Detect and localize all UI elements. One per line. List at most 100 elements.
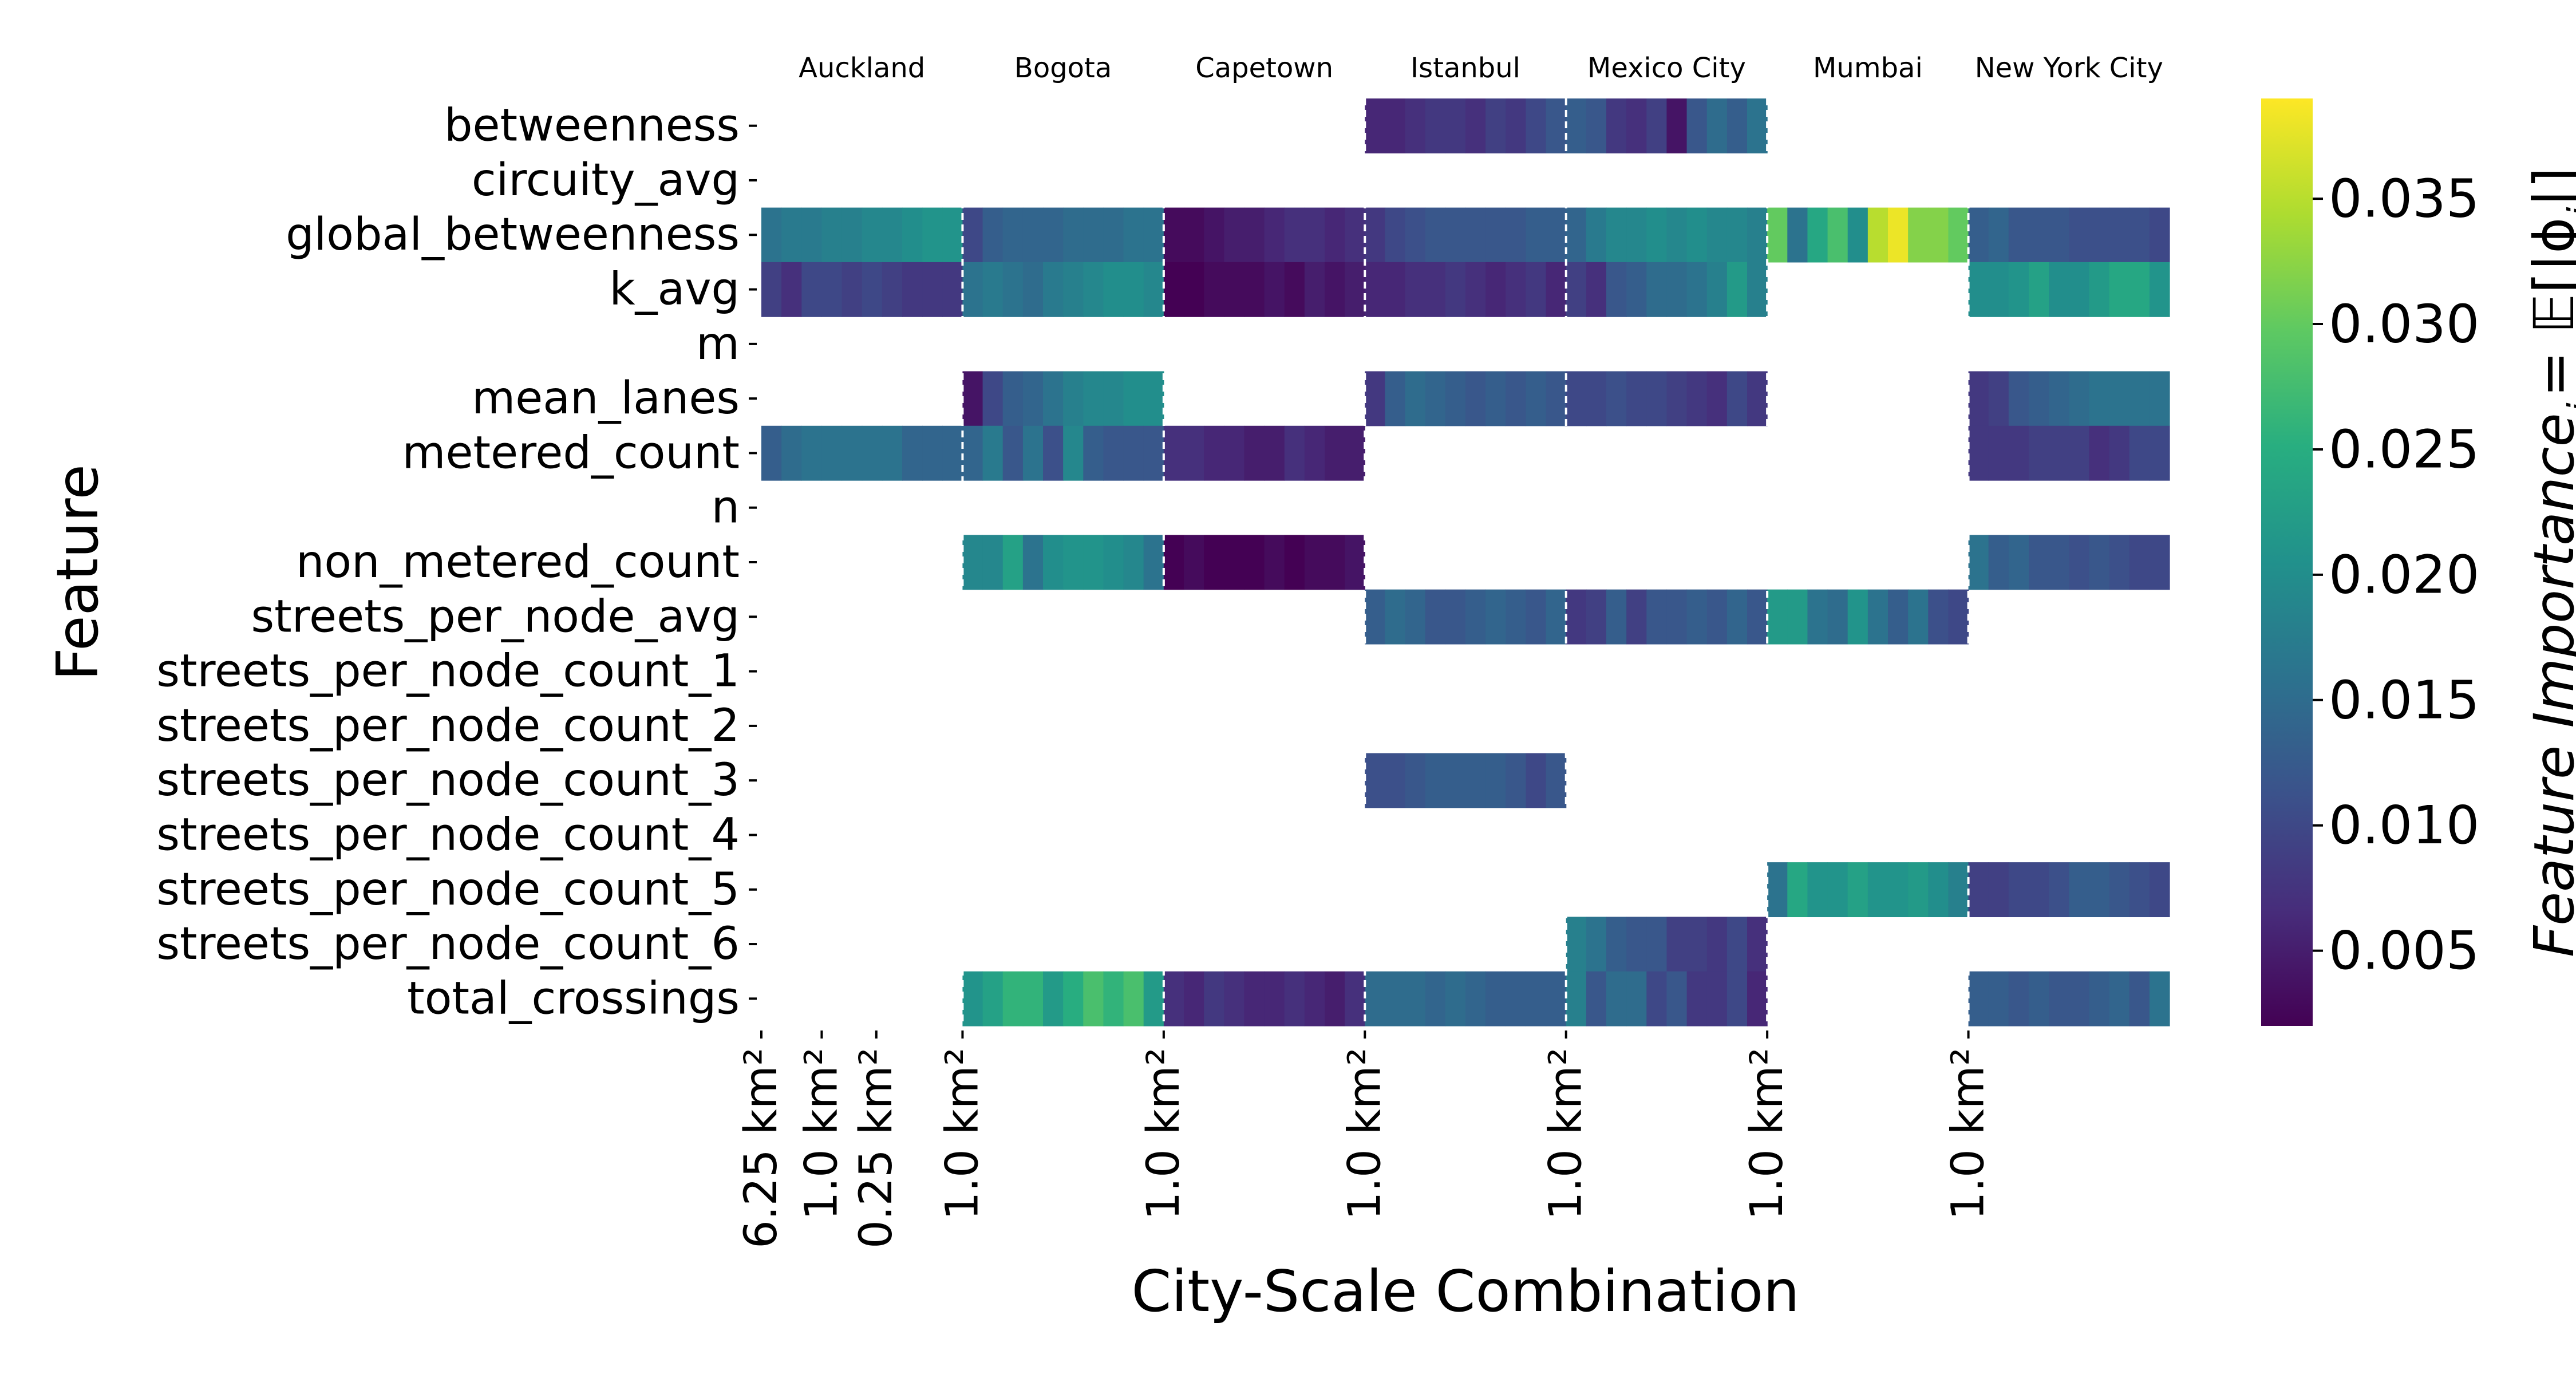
heatmap-cell xyxy=(1003,535,1024,590)
heatmap-cell xyxy=(1888,862,1909,917)
heatmap-cell xyxy=(1868,208,1888,263)
heatmap-cell xyxy=(1023,208,1044,263)
heatmap-cell xyxy=(1083,371,1104,426)
heatmap-cell xyxy=(1043,262,1064,317)
heatmap-cell xyxy=(1687,262,1708,317)
heatmap-cell xyxy=(1606,98,1627,153)
heatmap-cell xyxy=(1365,262,1385,317)
heatmap-cell xyxy=(1385,98,1405,153)
heatmap-cell xyxy=(761,262,782,317)
heatmap-cell xyxy=(1103,208,1124,263)
x-tick-label: 1.0 km² xyxy=(1138,1048,1190,1220)
heatmap-cell xyxy=(1184,426,1204,481)
y-tick-label: streets_per_node_count_5 xyxy=(156,864,740,915)
heatmap-cell xyxy=(1969,208,1989,263)
heatmap-cell xyxy=(1506,972,1526,1026)
heatmap-cell xyxy=(2029,208,2049,263)
heatmap-cell xyxy=(1385,262,1405,317)
x-tick-label: 1.0 km² xyxy=(1339,1048,1390,1220)
heatmap-cell xyxy=(1989,862,2009,917)
heatmap-cell xyxy=(1526,262,1546,317)
heatmap-cell xyxy=(2089,371,2109,426)
heatmap-cell xyxy=(1546,262,1567,317)
heatmap-cell xyxy=(1103,972,1124,1026)
heatmap-cell xyxy=(1405,262,1426,317)
heatmap-cell xyxy=(1465,98,1486,153)
heatmap-cell xyxy=(1969,535,1989,590)
heatmap-cell xyxy=(2109,426,2130,481)
heatmap-cell xyxy=(1666,917,1687,972)
heatmap-cell xyxy=(2089,426,2109,481)
heatmap-cell xyxy=(2049,862,2069,917)
heatmap-cell xyxy=(1526,972,1546,1026)
heatmap-cell xyxy=(1727,590,1748,645)
heatmap-cell xyxy=(1485,590,1506,645)
heatmap-cell xyxy=(962,535,983,590)
heatmap-cell xyxy=(1425,590,1446,645)
heatmap-cell xyxy=(1566,590,1587,645)
heatmap-cell xyxy=(1767,208,1788,263)
heatmap-cell xyxy=(781,262,802,317)
heatmap-cell xyxy=(1365,371,1385,426)
heatmap-cell xyxy=(1868,862,1888,917)
heatmap-cell xyxy=(1626,972,1647,1026)
heatmap-cell xyxy=(1385,590,1405,645)
heatmap-cell xyxy=(1083,208,1104,263)
heatmap-cell xyxy=(1687,371,1708,426)
heatmap-cell xyxy=(1365,590,1385,645)
heatmap-cell xyxy=(1606,972,1627,1026)
heatmap-cell xyxy=(1244,208,1265,263)
heatmap-cell xyxy=(781,208,802,263)
y-tick-label: total_crossings xyxy=(407,973,740,1024)
heatmap-cell xyxy=(1063,426,1084,481)
heatmap-cell xyxy=(1003,208,1024,263)
heatmap-cell xyxy=(2150,262,2170,317)
heatmap-cell xyxy=(1828,208,1848,263)
heatmap-cell xyxy=(2109,972,2130,1026)
city-label: Capetown xyxy=(1195,52,1333,84)
heatmap-cell xyxy=(2089,972,2109,1026)
heatmap-cell xyxy=(1325,426,1345,481)
heatmap-cell xyxy=(1606,371,1627,426)
heatmap-cell xyxy=(801,426,822,481)
heatmap-cell xyxy=(1646,371,1667,426)
heatmap-cell xyxy=(2089,262,2109,317)
heatmap-cell xyxy=(1365,753,1385,808)
heatmap-cell xyxy=(1586,208,1607,263)
heatmap-cell xyxy=(1989,535,2009,590)
heatmap-cell xyxy=(1043,972,1064,1026)
heatmap-cell xyxy=(983,972,1003,1026)
heatmap-cell xyxy=(1425,371,1446,426)
heatmap-cell xyxy=(882,262,903,317)
heatmap-cell xyxy=(1204,426,1224,481)
heatmap-cell xyxy=(1365,972,1385,1026)
heatmap-cell xyxy=(842,262,863,317)
heatmap-cell xyxy=(1828,862,1848,917)
heatmap-cell xyxy=(2029,862,2049,917)
heatmap-cell xyxy=(1828,590,1848,645)
heatmap-cell xyxy=(1063,208,1084,263)
heatmap-cell xyxy=(1385,208,1405,263)
heatmap-cell xyxy=(1023,371,1044,426)
heatmap-cell xyxy=(1566,208,1587,263)
city-label: New York City xyxy=(1975,52,2163,84)
heatmap-cell xyxy=(1445,753,1466,808)
heatmap-cell xyxy=(1083,972,1104,1026)
heatmap-cell xyxy=(1969,862,1989,917)
heatmap-cell xyxy=(1124,208,1144,263)
heatmap-cell xyxy=(2049,262,2069,317)
colorbar-gradient xyxy=(2261,98,2313,1026)
heatmap-cell xyxy=(1747,262,1768,317)
heatmap-cell xyxy=(1445,972,1466,1026)
heatmap-cell xyxy=(1747,590,1768,645)
heatmap-cell xyxy=(1546,98,1567,153)
heatmap-cell xyxy=(1365,98,1385,153)
heatmap-cell xyxy=(1124,262,1144,317)
heatmap-cell xyxy=(1204,208,1224,263)
heatmap-cell xyxy=(761,208,782,263)
x-tick-label: 1.0 km² xyxy=(1741,1048,1793,1220)
heatmap-cell xyxy=(2089,535,2109,590)
heatmap-cell xyxy=(1989,972,2009,1026)
heatmap-cell xyxy=(1445,208,1466,263)
heatmap-cell xyxy=(1385,753,1405,808)
